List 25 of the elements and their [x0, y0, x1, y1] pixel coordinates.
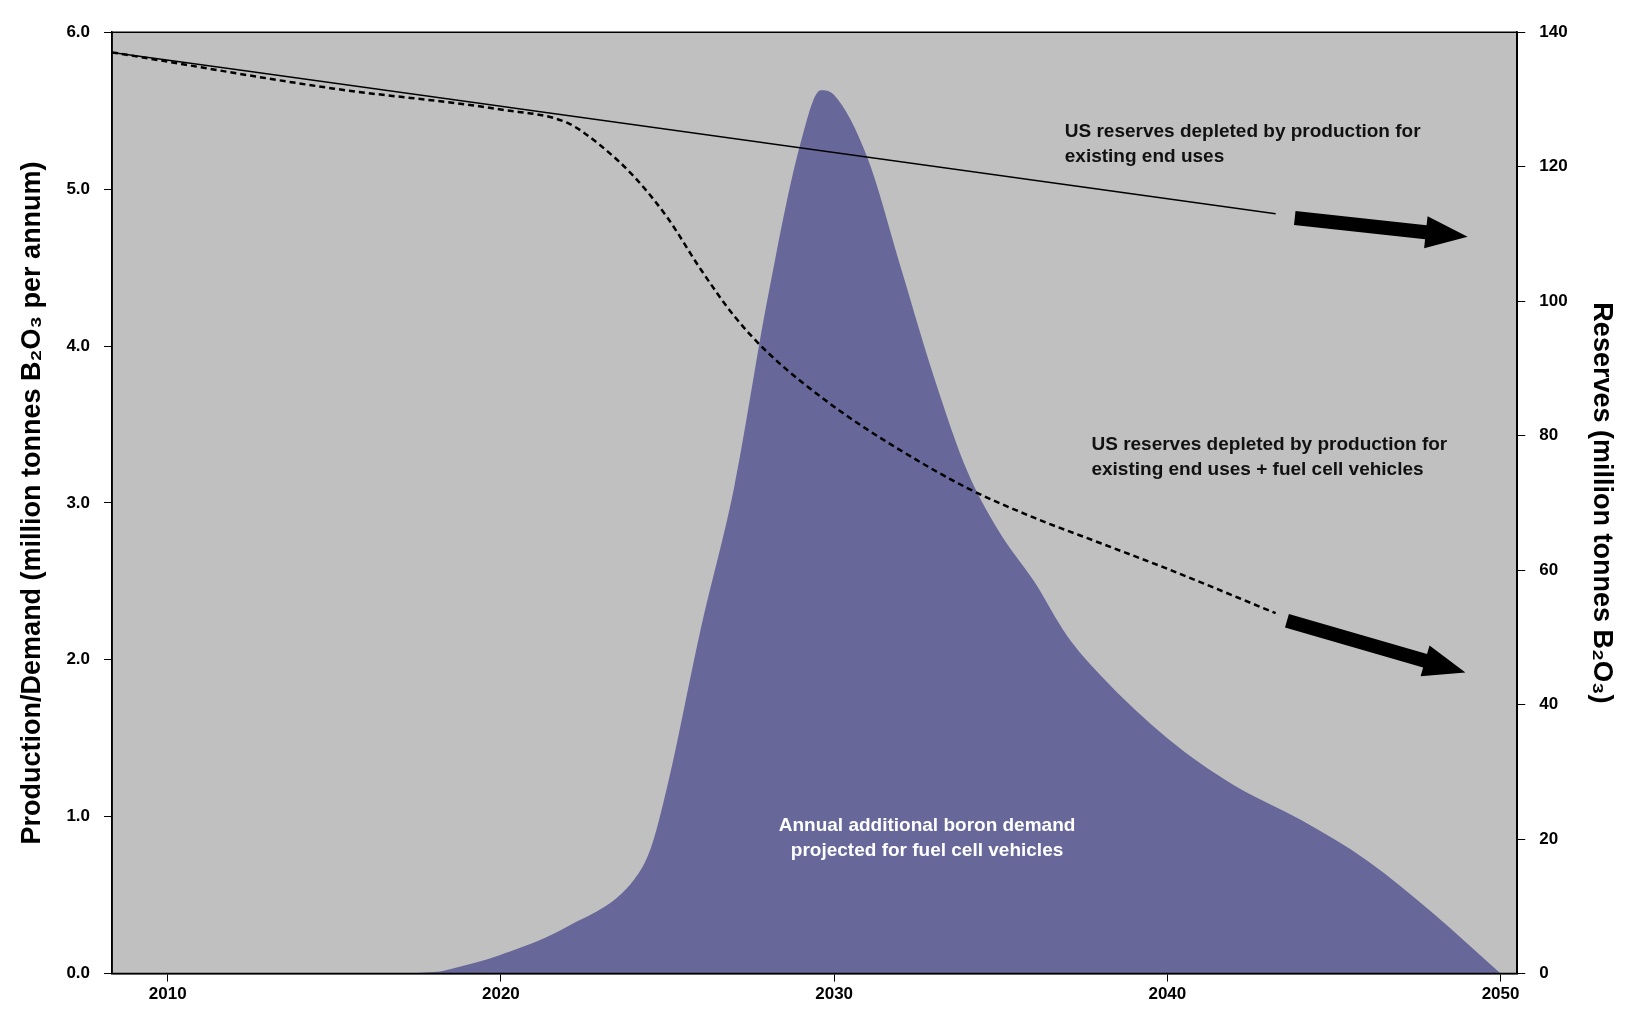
annotation: US reserves depleted by production for existing end uses + fuel cell vehicles: [1091, 432, 1448, 479]
y2-tick-label: 0: [1539, 963, 1549, 983]
y2-tick-label: 120: [1539, 156, 1568, 176]
y2-tick-label: 40: [1539, 694, 1559, 714]
y-tick-label: 1.0: [66, 806, 91, 826]
y-tick-label: 4.0: [66, 335, 91, 355]
y2-axis-title: Reserves (million tonnes B₂O₃): [1588, 302, 1619, 704]
x-tick-label: 2030: [815, 984, 854, 1004]
y-tick-label: 2.0: [66, 649, 91, 669]
y-tick-label: 5.0: [66, 178, 91, 198]
y2-tick-label: 60: [1539, 559, 1559, 579]
y-axis-title: Production/Demand (million tonnes B₂O₃ per annum): [15, 161, 46, 845]
x-tick-label: 2050: [1481, 984, 1520, 1004]
y2-tick-label: 140: [1539, 21, 1568, 41]
annotation: US reserves depleted by production for existing end uses: [1064, 120, 1422, 167]
y2-tick-label: 100: [1539, 290, 1568, 310]
x-tick-label: 2040: [1148, 984, 1187, 1004]
y-tick-label: 3.0: [66, 492, 91, 512]
y-tick-label: 6.0: [66, 21, 91, 41]
y2-tick-label: 20: [1539, 828, 1559, 848]
y-tick-label: 0.0: [66, 963, 91, 983]
x-tick-label: 2020: [481, 984, 520, 1004]
annotation: Annual additional boron demand projected for fuel cell vehicles: [778, 814, 1076, 861]
x-tick-label: 2010: [148, 984, 187, 1004]
y2-tick-label: 80: [1539, 425, 1559, 445]
